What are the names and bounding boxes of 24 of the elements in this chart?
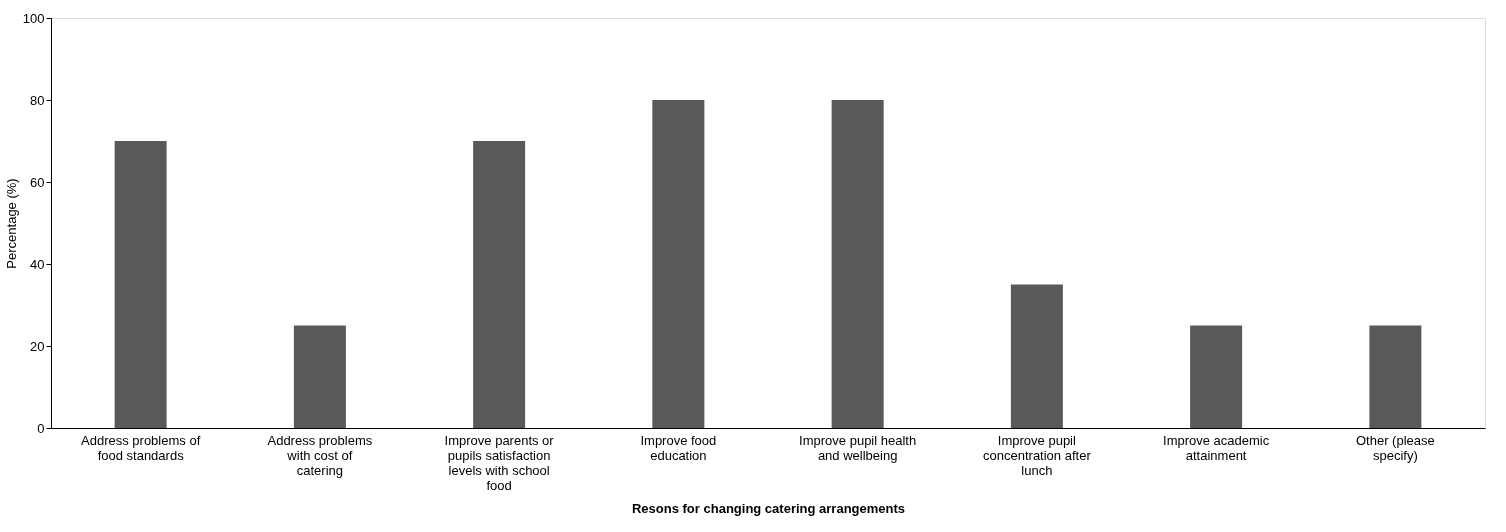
x-tick-label: Improve parents or pupils satisfaction levels with school food xyxy=(444,432,555,493)
x-tick-label: Improve pupil concentration after lunch xyxy=(983,432,1092,478)
bar xyxy=(1010,284,1063,428)
bar xyxy=(652,100,705,428)
x-tick-label: Improve food education xyxy=(640,432,717,463)
bar xyxy=(473,141,526,428)
bar xyxy=(831,100,884,428)
x-tick-label: Other (please specify) xyxy=(1355,432,1435,463)
bar xyxy=(114,141,167,428)
x-tick-label: Improve academic attainment xyxy=(1163,432,1270,463)
y-axis-title: Percentage (%) xyxy=(3,178,19,269)
bar xyxy=(293,325,346,428)
y-tick-label: 60 xyxy=(30,174,45,190)
x-tick-label: Address problems of food standards xyxy=(81,432,201,463)
x-axis-title: Resons for changing catering arrangements xyxy=(631,500,906,516)
x-tick-label: Address problems with cost of catering xyxy=(267,432,373,478)
y-tick-label: 20 xyxy=(30,338,45,354)
y-tick-label: 100 xyxy=(22,10,45,26)
bar xyxy=(1190,325,1243,428)
y-tick-label: 0 xyxy=(37,420,45,436)
bar xyxy=(1369,325,1422,428)
x-tick-label: Improve pupil health and wellbeing xyxy=(799,432,917,463)
y-tick-label: 80 xyxy=(30,92,45,108)
y-tick-label: 40 xyxy=(30,256,45,272)
